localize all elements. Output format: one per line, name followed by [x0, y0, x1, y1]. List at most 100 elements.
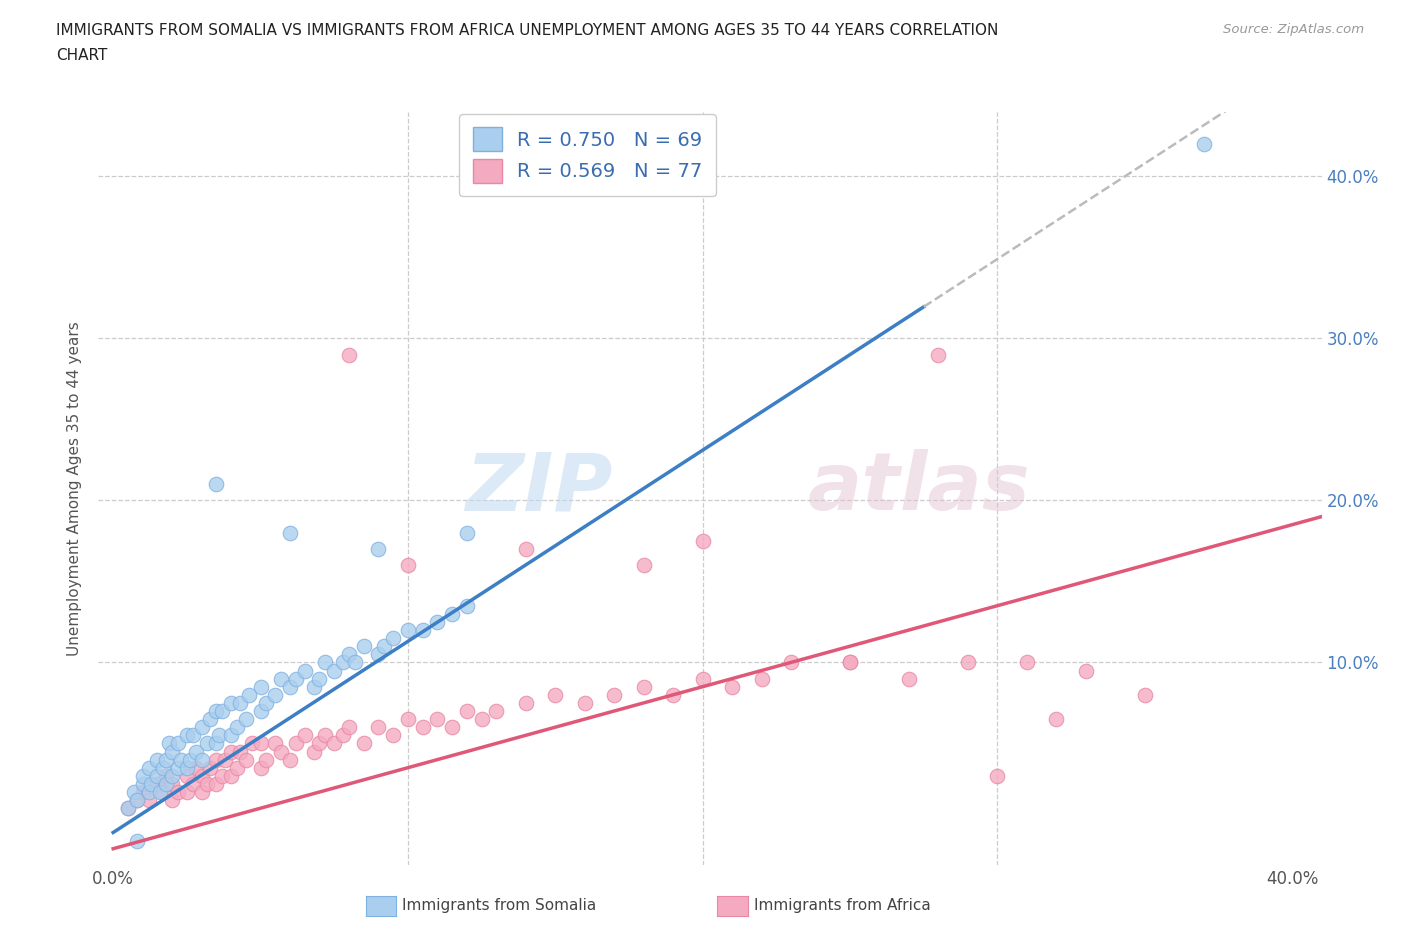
Point: [515, 541, 537, 556]
Text: CHART: CHART: [56, 48, 108, 63]
Point: [302, 744, 325, 759]
Y-axis label: Unemployment Among Ages 35 to 44 years: Unemployment Among Ages 35 to 44 years: [67, 321, 83, 656]
Point: [190, 785, 212, 800]
Point: [131, 785, 153, 800]
Point: [332, 728, 354, 743]
Point: [1074, 663, 1097, 678]
Text: Source: ZipAtlas.com: Source: ZipAtlas.com: [1223, 23, 1364, 36]
Point: [197, 777, 219, 791]
Point: [200, 760, 222, 775]
Point: [249, 704, 271, 719]
Point: [692, 671, 714, 686]
Point: [249, 760, 271, 775]
Point: [211, 704, 233, 719]
Point: [956, 655, 979, 670]
Point: [131, 777, 153, 791]
Point: [238, 687, 260, 702]
Point: [149, 785, 172, 800]
Text: ZIP: ZIP: [465, 449, 612, 527]
Point: [603, 687, 626, 702]
Point: [412, 720, 434, 735]
Text: Immigrants from Africa: Immigrants from Africa: [754, 898, 931, 913]
Point: [751, 671, 773, 686]
Point: [157, 736, 180, 751]
Point: [456, 525, 478, 540]
Point: [426, 711, 449, 726]
Point: [176, 768, 198, 783]
Point: [249, 736, 271, 751]
Point: [235, 752, 257, 767]
Point: [278, 752, 301, 767]
Point: [485, 704, 508, 719]
Text: IMMIGRANTS FROM SOMALIA VS IMMIGRANTS FROM AFRICA UNEMPLOYMENT AMONG AGES 35 TO : IMMIGRANTS FROM SOMALIA VS IMMIGRANTS FR…: [56, 23, 998, 38]
Point: [138, 760, 160, 775]
Point: [219, 768, 242, 783]
Point: [264, 687, 287, 702]
Point: [294, 663, 316, 678]
Point: [412, 622, 434, 637]
Point: [219, 696, 242, 711]
Point: [117, 801, 139, 816]
Point: [544, 687, 567, 702]
Point: [323, 736, 346, 751]
Point: [284, 736, 307, 751]
Point: [270, 744, 292, 759]
Point: [167, 736, 190, 751]
Point: [190, 768, 212, 783]
Point: [131, 768, 153, 783]
Point: [226, 760, 249, 775]
Point: [898, 671, 921, 686]
Point: [314, 655, 336, 670]
Point: [343, 655, 366, 670]
Point: [373, 639, 395, 654]
Point: [176, 785, 198, 800]
Point: [367, 541, 389, 556]
Point: [332, 655, 354, 670]
Point: [278, 679, 301, 694]
Point: [471, 711, 494, 726]
Point: [160, 768, 183, 783]
Point: [1192, 137, 1215, 152]
Point: [314, 728, 336, 743]
Point: [197, 736, 219, 751]
Point: [160, 792, 183, 807]
Point: [382, 631, 405, 645]
Point: [323, 663, 346, 678]
Point: [515, 696, 537, 711]
Point: [219, 728, 242, 743]
Point: [337, 347, 360, 362]
Point: [1133, 687, 1156, 702]
Point: [249, 679, 271, 694]
Point: [396, 711, 419, 726]
Point: [839, 655, 862, 670]
Point: [155, 768, 177, 783]
Point: [138, 792, 160, 807]
Point: [190, 720, 212, 735]
Point: [205, 477, 228, 492]
Point: [205, 777, 228, 791]
Point: [152, 760, 174, 775]
Point: [780, 655, 803, 670]
Point: [1015, 655, 1038, 670]
Point: [160, 744, 183, 759]
Point: [155, 777, 177, 791]
Point: [308, 671, 330, 686]
Point: [205, 752, 228, 767]
Point: [125, 792, 148, 807]
Point: [214, 752, 236, 767]
Point: [167, 785, 190, 800]
Point: [208, 728, 231, 743]
Point: [396, 622, 419, 637]
Point: [456, 704, 478, 719]
Point: [146, 777, 169, 791]
Point: [441, 606, 464, 621]
Point: [181, 777, 204, 791]
Point: [211, 768, 233, 783]
Point: [200, 711, 222, 726]
Point: [117, 801, 139, 816]
Point: [205, 736, 228, 751]
Point: [184, 744, 207, 759]
Point: [205, 704, 228, 719]
Point: [633, 558, 655, 573]
Point: [721, 679, 744, 694]
